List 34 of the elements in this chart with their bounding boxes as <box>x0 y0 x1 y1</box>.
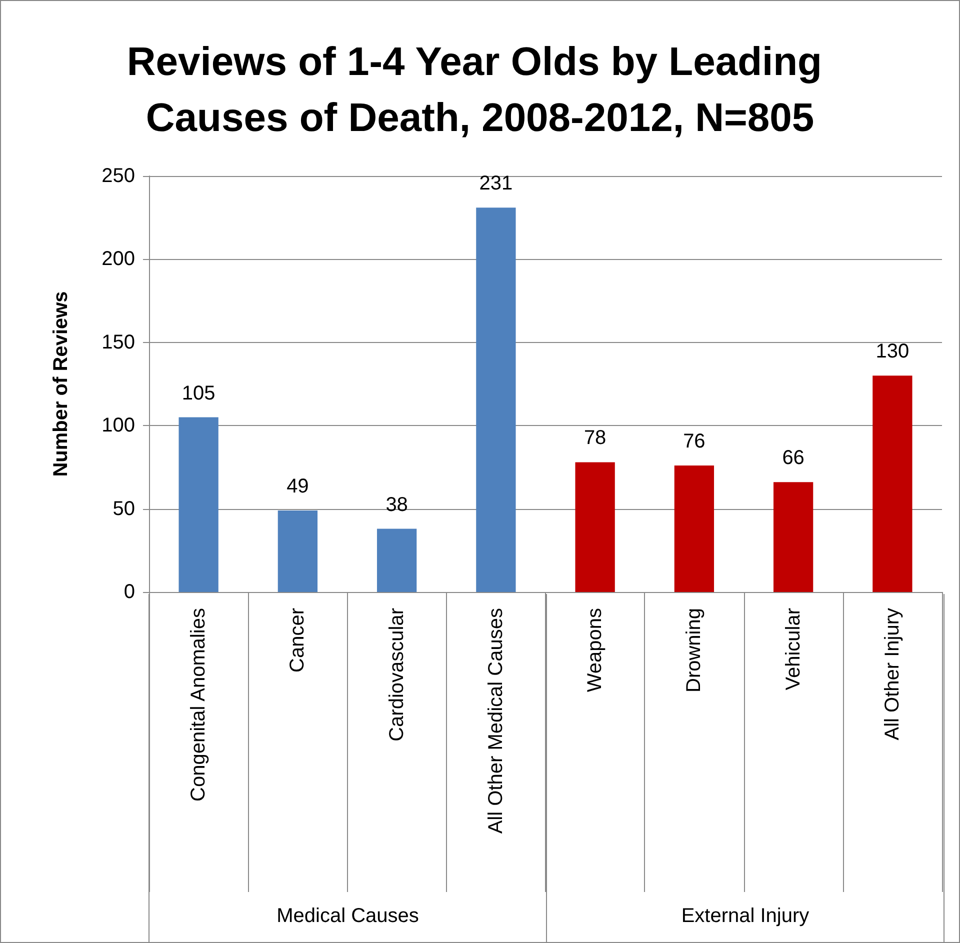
y-tick-label: 250 <box>102 165 135 187</box>
text: External Injury <box>681 905 810 927</box>
data-label: 105 <box>182 382 216 404</box>
data-label: 49 <box>286 475 309 498</box>
bar <box>476 208 516 592</box>
y-tick-label: 0 <box>124 581 135 603</box>
bar <box>773 482 814 592</box>
bar <box>376 528 417 592</box>
data-label: 231 <box>479 172 513 195</box>
chart-title: Reviews of 1-4 Year Olds by Leading Causes of Death, 2008-2012, N=805 <box>126 40 834 140</box>
y-axis-title: Number of Reviews <box>50 291 72 477</box>
data-label: 130 <box>876 340 910 363</box>
x-tick-label: Congenital Anomalies <box>188 608 210 802</box>
x-tick-label: Drowning <box>683 608 706 692</box>
bar <box>178 417 218 592</box>
data-label: 38 <box>386 494 408 516</box>
x-tick-label: All Other Injury <box>881 608 904 740</box>
bar <box>575 462 615 592</box>
y-tick-label: 150 <box>102 331 135 354</box>
data-label: 76 <box>683 430 706 453</box>
x-tick-label: Vehicular <box>782 608 804 690</box>
bar <box>674 466 714 592</box>
bar <box>872 376 912 592</box>
data-label: 66 <box>782 447 804 470</box>
x-tick-label: Weapons <box>584 608 606 692</box>
y-tick-label: 200 <box>102 248 135 270</box>
x-tick-label: Cancer <box>286 608 309 672</box>
text: Medical Causes <box>276 905 419 927</box>
bar <box>278 510 318 592</box>
x-tick-label: Cardiovascular <box>386 608 408 742</box>
y-tick-label: 50 <box>112 498 135 520</box>
data-label: 78 <box>584 427 606 450</box>
y-tick-label: 100 <box>102 414 135 437</box>
x-tick-label: All Other Medical Causes <box>484 608 507 834</box>
